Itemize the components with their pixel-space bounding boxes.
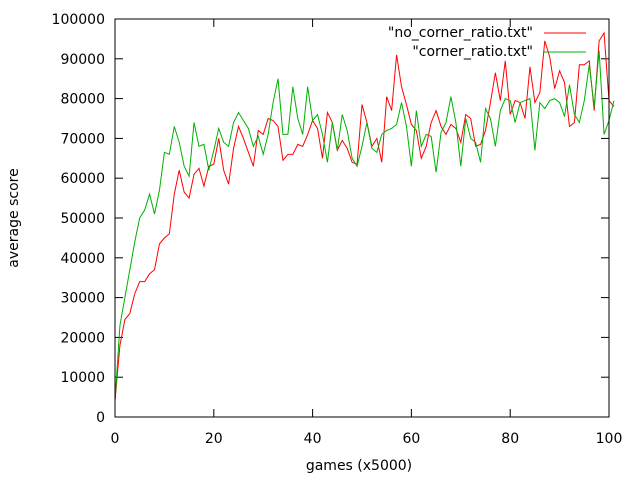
x-axis-label: games (x5000): [306, 458, 412, 474]
y-tick-label: 0: [96, 410, 105, 426]
y-tick-label: 80000: [60, 92, 105, 108]
y-axis-ticks: 0 10000 20000 30000 40000 50000 60000 70000 8000…: [52, 12, 609, 426]
x-axis-ticks: 0 20 40 60 80 100: [111, 19, 623, 447]
y-tick-label: 70000: [60, 131, 105, 147]
y-tick-label: 50000: [60, 211, 105, 227]
legend-label-corner-ratio: "corner_ratio.txt": [412, 44, 533, 60]
plot-frame: [114, 18, 610, 418]
y-tick-label: 60000: [60, 171, 105, 187]
x-tick-label: 60: [402, 431, 420, 447]
y-tick-label: 30000: [60, 291, 105, 307]
series-layer: [114, 31, 615, 402]
x-tick-label: 40: [304, 431, 322, 447]
legend: "no_corner_ratio.txt" "corner_ratio.txt": [388, 25, 586, 60]
x-tick-label: 20: [205, 431, 223, 447]
y-tick-label: 40000: [60, 251, 105, 267]
x-tick-label: 80: [501, 431, 519, 447]
y-tick-label: 100000: [52, 12, 105, 28]
y-tick-label: 10000: [60, 370, 105, 386]
x-tick-label: 100: [596, 431, 623, 447]
y-axis-label: average score: [6, 168, 22, 267]
series-line-corner-ratio: [114, 50, 615, 402]
x-tick-label: 0: [111, 431, 120, 447]
y-tick-label: 20000: [60, 330, 105, 346]
y-tick-label: 90000: [60, 52, 105, 68]
legend-label-no-corner-ratio: "no_corner_ratio.txt": [388, 25, 533, 41]
series-line-no-corner-ratio: [114, 31, 615, 402]
